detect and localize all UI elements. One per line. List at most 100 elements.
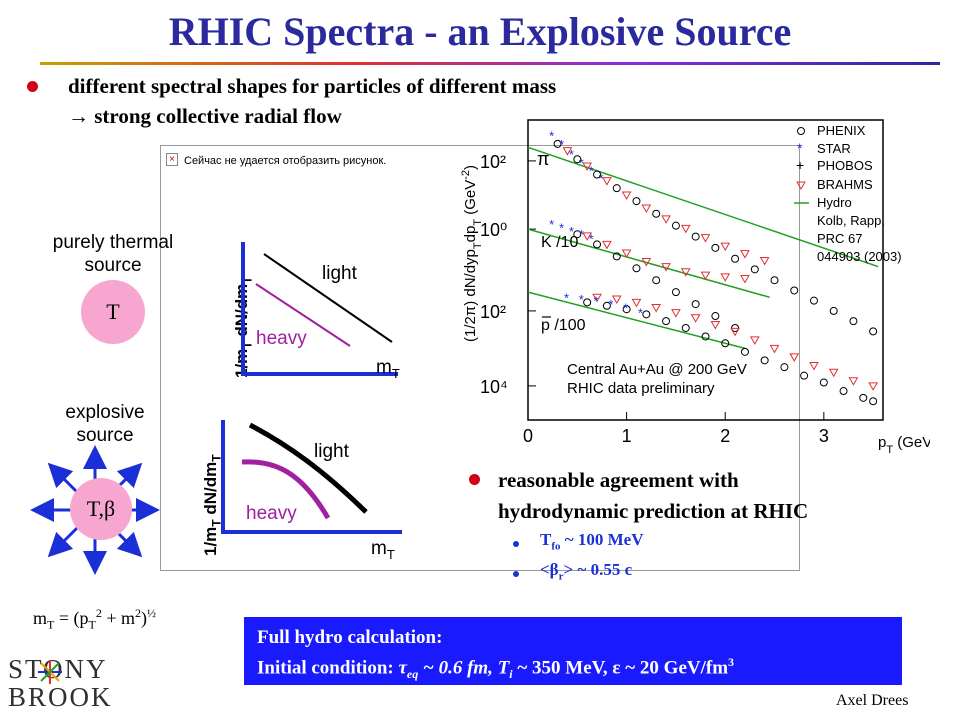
point-brahms	[749, 336, 760, 345]
broken-image-icon: ×	[166, 153, 178, 166]
point-phenix	[859, 393, 868, 402]
arrow-icon: →	[68, 104, 89, 128]
point-brahms	[769, 344, 780, 354]
explosive-source-label: explosive source	[40, 401, 170, 447]
point-brahms	[582, 162, 593, 172]
sketch-bottom-light-label: light	[314, 441, 349, 462]
point-star: *	[549, 217, 554, 232]
page-title: RHIC Spectra - an Explosive Source	[168, 9, 792, 54]
explosive-label-line1: explosive	[65, 402, 145, 423]
legend-marker-phobos: +	[796, 157, 804, 173]
point-phenix	[632, 197, 641, 206]
agreement-line1: reasonable agreement with	[498, 468, 739, 492]
point-brahms	[651, 304, 662, 313]
point-brahms	[562, 147, 573, 156]
point-phenix	[691, 300, 700, 309]
y-tick-label: 10⁰	[480, 220, 507, 240]
point-phenix	[849, 317, 858, 326]
point-brahms	[828, 368, 839, 378]
point-phenix	[662, 317, 671, 326]
legend-marker-brahms	[796, 181, 806, 191]
sketch-top-light-label: light	[322, 263, 357, 284]
point-phenix	[691, 232, 700, 241]
point-phenix	[790, 286, 799, 295]
sketch-top-light-line	[263, 253, 393, 343]
point-brahms	[759, 256, 770, 266]
subbullet-dot	[513, 541, 519, 547]
species-label-kaon: K /10	[541, 234, 578, 251]
y-tick-label: 10⁴	[480, 377, 508, 397]
point-phenix	[839, 387, 848, 396]
point-phenix	[750, 265, 759, 274]
point-phenix	[602, 301, 611, 310]
point-brahms	[710, 321, 721, 330]
x-tick-label: 3	[819, 426, 829, 446]
hydro-curve	[527, 228, 770, 298]
bullet-dot-agreement	[469, 474, 480, 485]
point-brahms	[848, 377, 859, 386]
explosive-source-circle: T,β	[70, 478, 132, 540]
point-brahms	[602, 240, 612, 250]
point-phenix	[612, 252, 621, 261]
point-brahms	[621, 191, 632, 201]
point-phenix	[780, 363, 789, 372]
spectra-chart: (1/2π) dN/dypTdpT (GeV-2) 0 1 2 310²10⁰10²1…	[460, 119, 930, 456]
point-phenix	[869, 327, 878, 336]
hydro-box-line1: Full hydro calculation:	[257, 627, 443, 648]
legend-brahms: BRAHMS	[817, 177, 873, 192]
thermal-source-circle: T	[81, 280, 145, 344]
chart-annotation-1: Central Au+Au @ 200 GeV	[567, 361, 747, 378]
point-star: *	[589, 163, 594, 178]
point-brahms	[720, 242, 731, 252]
x-tick-label: 0	[523, 426, 533, 446]
subbullet-dot	[513, 571, 519, 577]
x-tick-label: 2	[720, 426, 730, 446]
point-phenix	[583, 298, 592, 307]
point-brahms	[700, 234, 711, 243]
point-phenix	[701, 332, 710, 341]
sketch-bottom-xlabel: mT	[371, 538, 395, 562]
point-phenix	[593, 240, 602, 249]
point-phenix	[652, 209, 661, 218]
legend-ref-3: 044903 (2003)	[817, 249, 902, 264]
logo-line2: BROOK	[8, 682, 113, 712]
species-label-proton: p /100	[541, 317, 586, 334]
sketch-top-plot	[241, 242, 398, 376]
point-phenix	[622, 305, 631, 314]
point-star: *	[589, 232, 594, 247]
point-star: *	[598, 171, 603, 186]
species-label-pion: π	[537, 149, 549, 169]
hydro-calculation-box: Full hydro calculation: Initial conditio…	[244, 617, 902, 685]
point-brahms	[680, 224, 691, 234]
point-star: *	[569, 147, 574, 162]
y-tick-label: 10²	[480, 152, 506, 172]
legend-phobos: PHOBOS	[817, 158, 873, 173]
point-phenix	[809, 296, 818, 305]
point-star: *	[579, 156, 584, 171]
point-star: *	[559, 137, 564, 152]
legend-phenix: PHENIX	[817, 123, 866, 138]
point-brahms	[680, 268, 691, 277]
sketch-top-heavy-line	[255, 283, 351, 347]
point-phenix	[671, 288, 680, 297]
point-phenix	[593, 170, 602, 179]
point-brahms	[809, 361, 819, 371]
hydro-box-line2: Initial condition: τeq ~ 0.6 fm, Ti ~ 35…	[257, 655, 735, 682]
bullet-subtext: → strong collective radial flow	[68, 104, 342, 129]
chart-legend: PHENIX * STAR + PHOBOS BRAHMS Hydro Kolb…	[794, 123, 902, 264]
point-star: *	[594, 294, 599, 309]
point-brahms	[611, 295, 622, 304]
sketch-top-xlabel: mT	[376, 357, 400, 381]
point-phenix	[573, 230, 582, 239]
point-brahms	[592, 293, 602, 303]
legend-ref-1: Kolb, Rapp,	[817, 213, 885, 228]
hydro-curve	[527, 146, 879, 268]
point-phenix	[681, 323, 690, 332]
thermal-label-line2: source	[84, 255, 142, 276]
point-brahms	[740, 250, 750, 259]
legend-ref-2: PRC 67	[817, 231, 863, 246]
y-tick-label: 10²	[480, 302, 506, 322]
chart-xlabel: pT (GeV/c)	[878, 434, 930, 456]
point-star: *	[579, 227, 584, 242]
point-brahms	[631, 298, 642, 308]
